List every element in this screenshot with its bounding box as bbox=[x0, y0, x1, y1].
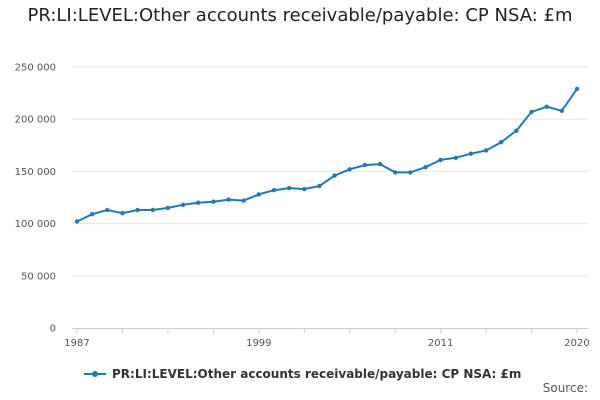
y-axis-labels: 0 50 000 100 000 150 000 200 000 250 000 bbox=[15, 63, 56, 335]
data-point[interactable] bbox=[105, 207, 110, 213]
data-point[interactable] bbox=[196, 200, 201, 205]
y-tick-label: 50 000 bbox=[21, 271, 56, 282]
x-axis bbox=[72, 328, 588, 333]
x-axis-labels: 1987 1999 2011 2020 bbox=[64, 338, 589, 349]
data-point[interactable] bbox=[483, 148, 489, 153]
data-point[interactable] bbox=[302, 186, 307, 192]
data-point[interactable] bbox=[332, 173, 337, 178]
y-tick-label: 0 bbox=[50, 324, 56, 335]
data-point[interactable] bbox=[347, 167, 352, 172]
x-tick-label: 2011 bbox=[428, 338, 453, 349]
data-point[interactable] bbox=[150, 207, 155, 213]
source-label: Source: bbox=[542, 381, 588, 395]
y-tick-label: 200 000 bbox=[15, 115, 56, 126]
x-tick-label: 1999 bbox=[246, 338, 271, 349]
x-tick-label: 1987 bbox=[64, 338, 89, 349]
data-point[interactable] bbox=[90, 212, 95, 217]
data-point[interactable] bbox=[135, 207, 140, 213]
legend-label: PR:LI:LEVEL:Other accounts receivable/pa… bbox=[112, 367, 522, 381]
data-point[interactable] bbox=[529, 109, 534, 115]
data-point[interactable] bbox=[241, 198, 246, 203]
data-point[interactable] bbox=[514, 128, 519, 133]
data-point[interactable] bbox=[180, 202, 186, 207]
grid-lines bbox=[72, 66, 588, 277]
data-point[interactable] bbox=[559, 108, 564, 114]
data-point[interactable] bbox=[453, 155, 458, 160]
data-point[interactable] bbox=[574, 86, 580, 92]
y-tick-label: 100 000 bbox=[15, 219, 56, 230]
series-line bbox=[76, 88, 578, 223]
data-point[interactable] bbox=[544, 104, 549, 109]
data-point[interactable] bbox=[393, 170, 398, 175]
series-layer bbox=[74, 86, 580, 224]
legend[interactable]: PR:LI:LEVEL:Other accounts receivable/pa… bbox=[84, 364, 521, 384]
data-point[interactable] bbox=[499, 140, 504, 145]
data-point[interactable] bbox=[226, 197, 231, 202]
data-point[interactable] bbox=[120, 211, 125, 216]
data-point[interactable] bbox=[317, 183, 322, 189]
data-point[interactable] bbox=[468, 151, 474, 156]
x-tick-label: 2020 bbox=[564, 338, 589, 349]
data-point[interactable] bbox=[377, 161, 383, 167]
data-point[interactable] bbox=[271, 188, 277, 193]
data-point[interactable] bbox=[165, 205, 171, 211]
data-point[interactable] bbox=[438, 157, 443, 163]
data-point[interactable] bbox=[362, 162, 368, 168]
y-tick-label: 250 000 bbox=[15, 63, 56, 74]
data-point[interactable] bbox=[408, 170, 413, 175]
data-point[interactable] bbox=[423, 165, 428, 170]
data-point[interactable] bbox=[211, 199, 216, 204]
data-point[interactable] bbox=[286, 185, 292, 191]
data-point[interactable] bbox=[256, 192, 261, 197]
data-point[interactable] bbox=[74, 219, 80, 224]
legend-swatch-icon bbox=[84, 368, 106, 380]
y-tick-label: 150 000 bbox=[15, 167, 56, 178]
chart-title: PR:LI:LEVEL:Other accounts receivable/pa… bbox=[27, 5, 573, 26]
